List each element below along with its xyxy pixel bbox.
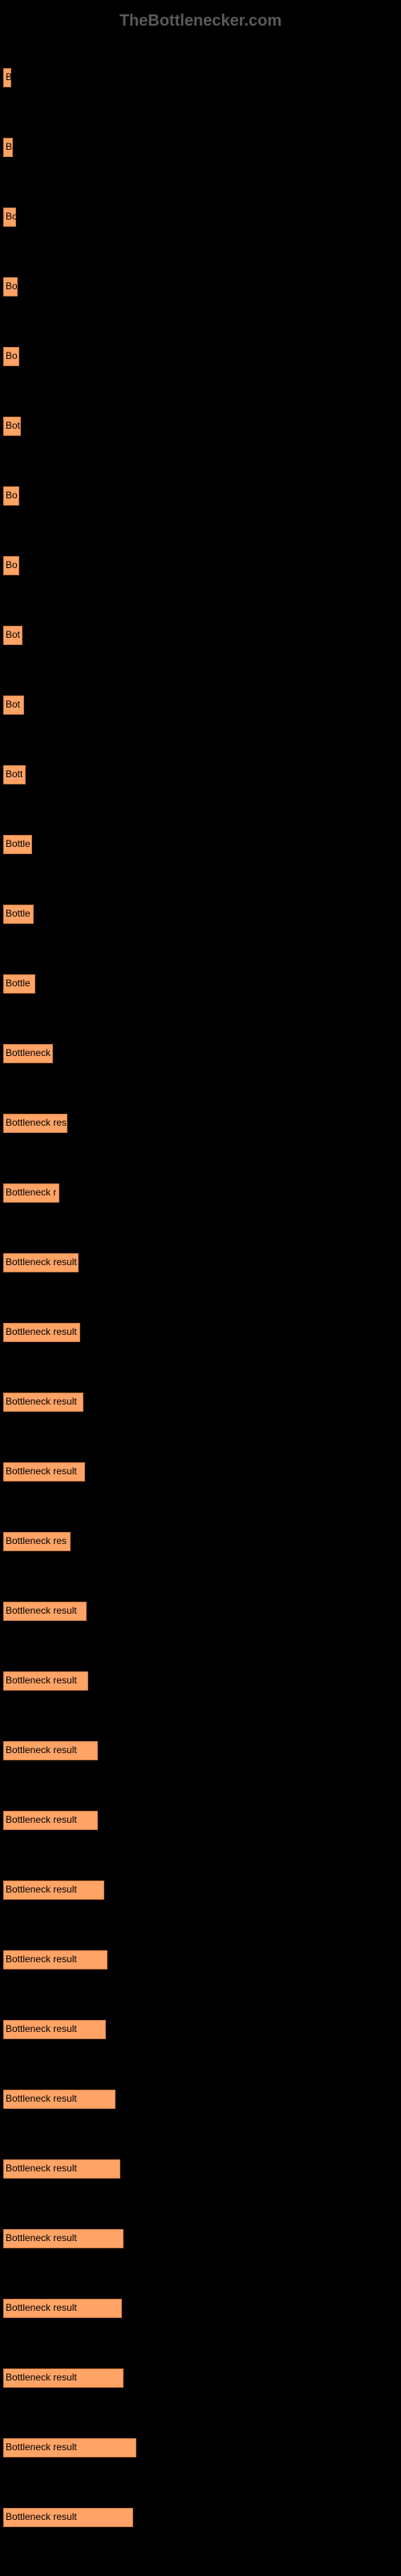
bar-label: Bottleneck result [6, 1744, 77, 1756]
bar-label: Bottleneck result [6, 2302, 77, 2313]
bar-row: Bottleneck result [3, 2351, 398, 2404]
bar-row: Bottleneck result [3, 1863, 398, 1916]
bar-label: Bottleneck result [6, 1605, 77, 1616]
bar-row: Bottleneck result [3, 2421, 398, 2473]
bar-row: B [3, 120, 398, 173]
bar-row: Bottleneck result [3, 2490, 398, 2543]
bar-label: Bot [6, 699, 20, 710]
bar-label: Bo [6, 280, 18, 292]
bar-row: Bo [3, 190, 398, 243]
bar-label: Bottleneck result [6, 2093, 77, 2104]
bar-label: Bottleneck [6, 1047, 51, 1058]
bar-row: Bottle [3, 957, 398, 1010]
bar-label: Bottleneck r [6, 1187, 56, 1198]
bar-row: Bot [3, 608, 398, 661]
bar-label: Bo [6, 211, 17, 222]
bar-row: Bottleneck result [3, 2002, 398, 2055]
bar-row: Bo [3, 538, 398, 591]
bar-row: Bot [3, 678, 398, 731]
bar-row: Bottleneck result [3, 2211, 398, 2264]
bar-row: Bottleneck result [3, 1723, 398, 1776]
bar-label: Bottle [6, 908, 30, 919]
bar-label: Bottleneck result [6, 1814, 77, 1825]
bar-label: B [6, 71, 12, 83]
bar-label: Bo [6, 559, 18, 570]
bar-label: Bot [6, 420, 20, 431]
bar-label: Bottleneck result [6, 1256, 77, 1268]
bar-row: Bottleneck res [3, 1096, 398, 1149]
bar-row: Bottleneck result [3, 1375, 398, 1428]
bar-label: Bottleneck result [6, 2511, 77, 2522]
bar-row: Bottle [3, 887, 398, 940]
bar-label: Bottle [6, 838, 30, 849]
bar-label: Bot [6, 629, 20, 640]
bar-row: Bo [3, 329, 398, 382]
bar-label: Bott [6, 768, 22, 780]
bar-row: Bott [3, 748, 398, 800]
bar-row: Bottleneck result [3, 2142, 398, 2195]
bar-row: Bottleneck result [3, 1793, 398, 1846]
bar-row: B [3, 50, 398, 103]
bar-label: Bottleneck res [6, 1117, 67, 1128]
bar-label: Bottleneck result [6, 2372, 77, 2383]
header: TheBottlenecker.com [0, 8, 401, 50]
bar-label: Bottle [6, 978, 30, 989]
bar-row: Bottleneck result [3, 1445, 398, 1498]
bar-row: Bottleneck result [3, 1933, 398, 1985]
bar-row: Bot [3, 399, 398, 452]
bar-row: Bottleneck r [3, 1166, 398, 1219]
bar-row: Bottle [3, 817, 398, 870]
bar-label: Bottleneck result [6, 2163, 77, 2174]
site-title: TheBottlenecker.com [119, 12, 282, 30]
bar-label: Bottleneck result [6, 1884, 77, 1895]
bar-label: Bottleneck result [6, 2023, 77, 2034]
bar-label: Bottleneck result [6, 2441, 77, 2453]
bar-row: Bottleneck result [3, 1584, 398, 1637]
bar-label: Bottleneck result [6, 1953, 77, 1965]
bar-row: Bo [3, 260, 398, 312]
bar-chart: B B Bo Bo Bo Bot Bo Bo Bot Bot Bott Bottle Bottle Bot… [0, 50, 401, 2543]
bar-label: Bottleneck res [6, 1535, 67, 1546]
bar-label: Bo [6, 350, 18, 361]
bar-label: Bottleneck result [6, 1326, 77, 1337]
bar-row: Bottleneck result [3, 2072, 398, 2125]
bar-label: Bo [6, 490, 18, 501]
bar-row: Bottleneck result [3, 1305, 398, 1358]
bar-row: Bottleneck result [3, 1654, 398, 1707]
bar-row: Bo [3, 469, 398, 522]
bar-row: Bottleneck [3, 1026, 398, 1079]
bar-row: Bottleneck result [3, 1236, 398, 1288]
bar-label: Bottleneck result [6, 1465, 77, 1477]
bar-label: Bottleneck result [6, 1675, 77, 1686]
bar-label: Bottleneck result [6, 1396, 77, 1407]
bar-label: Bottleneck result [6, 2232, 77, 2243]
bar-row: Bottleneck res [3, 1514, 398, 1567]
bar-label: B [6, 141, 12, 152]
bar-row: Bottleneck result [3, 2281, 398, 2334]
